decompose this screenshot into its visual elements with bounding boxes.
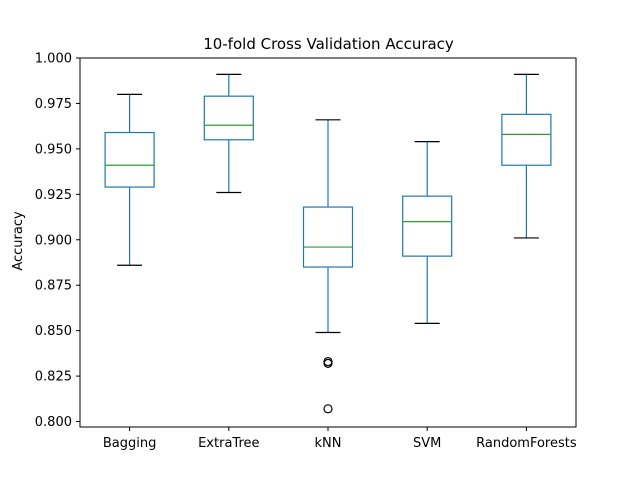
x-tick-label: SVM [413,436,441,451]
y-tick-label: 0.850 [35,324,72,339]
chart-title: 10-fold Cross Validation Accuracy [203,35,454,53]
box-iqr [402,195,453,257]
y-axis-label: Accuracy [11,211,26,271]
plot-area: 0.800 0.825 0.850 0.875 0.900 0.925 0.950 0.975… [35,52,577,452]
y-tick-label: 0.800 [35,415,72,430]
x-tick-label: Bagging [103,436,157,451]
y-tick-label: 1.000 [35,52,72,67]
outlier-point [323,356,333,367]
x-tick-label: RandomForests [476,436,577,451]
x-tick-label: kNN [315,436,342,451]
box-iqr [302,206,354,268]
x-tick-label: ExtraTree [198,436,259,451]
y-tick-label: 0.875 [35,279,72,294]
y-tick-label: 0.900 [35,233,72,248]
box-iqr [501,113,552,166]
outlier-point [323,404,333,414]
box-iqr [203,95,254,141]
outlier-point [323,358,333,368]
y-tick-label: 0.975 [35,97,72,112]
box-iqr [104,131,155,188]
y-tick-label: 0.925 [35,188,72,203]
y-tick-label: 0.950 [35,142,72,157]
axes-frame [79,57,577,428]
y-tick-label: 0.825 [35,370,72,385]
